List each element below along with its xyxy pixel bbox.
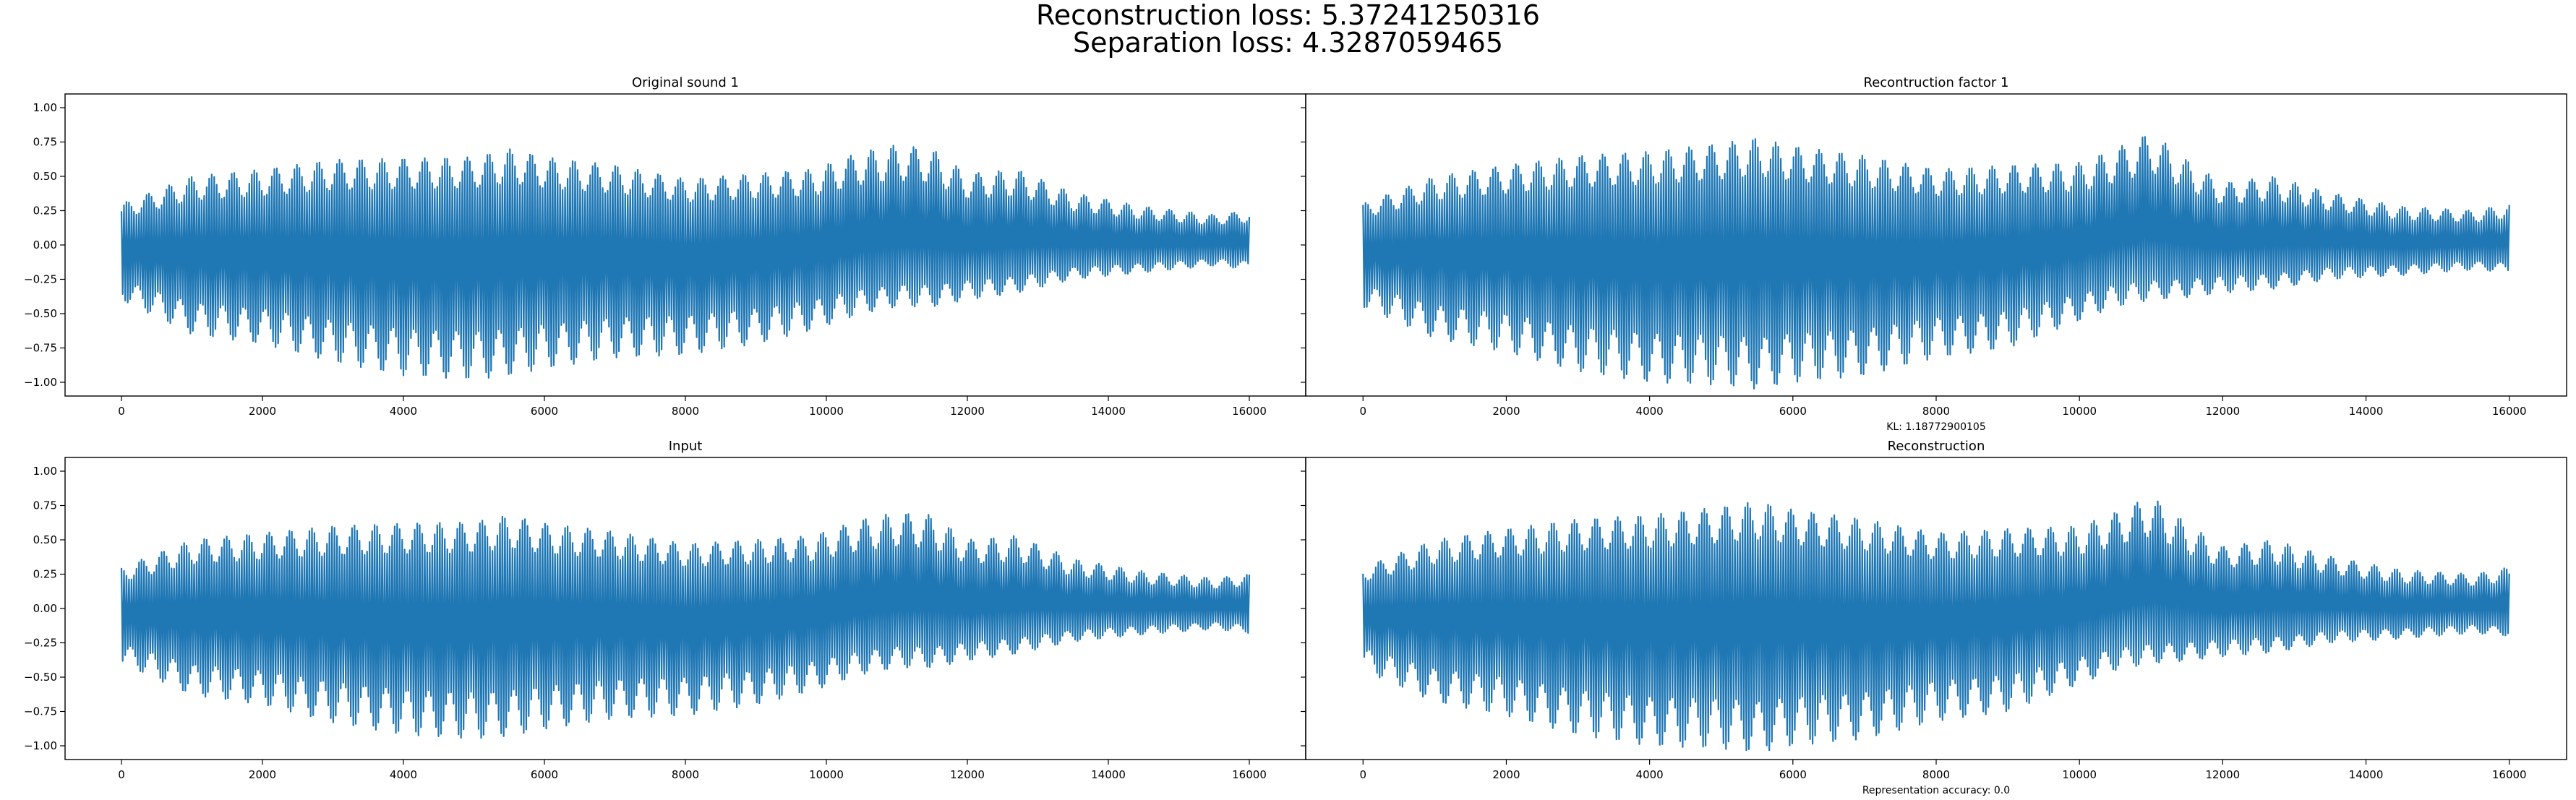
- y-tick-label: 0.00: [33, 602, 57, 615]
- x-tick-label: 0: [118, 768, 125, 781]
- x-tick-label: 8000: [672, 768, 699, 781]
- x-tick-label: 12000: [2206, 768, 2241, 781]
- x-tick-label: 14000: [1091, 768, 1126, 781]
- x-tick-label: 16000: [2492, 405, 2527, 418]
- y-tick-label: −0.50: [24, 307, 57, 320]
- x-axis-label: Representation accuracy: 0.0: [1862, 785, 2010, 796]
- y-tick-label: 1.00: [33, 465, 57, 478]
- x-tick-label: 0: [1359, 768, 1366, 781]
- subplot-2: 0 2000 4000 6000 8000 10000 12000 14000 16000 Rec…: [1301, 75, 2567, 433]
- subplot-3: 0 2000 4000 6000 8000 10000 12000 14000 16000 −1.…: [24, 439, 1306, 781]
- x-tick-label: 10000: [2062, 405, 2097, 418]
- x-tick-label: 2000: [1492, 405, 1520, 418]
- x-tick-label: 10000: [2062, 768, 2097, 781]
- y-tick-label: −0.75: [24, 342, 57, 355]
- waveform-series-line: [120, 513, 1251, 739]
- suptitle-line-1: Reconstruction loss: 5.37241250316: [1036, 0, 1540, 31]
- x-tick-label: 0: [118, 405, 125, 418]
- x-tick-label: 4000: [1636, 405, 1664, 418]
- x-tick-label: 6000: [1779, 768, 1807, 781]
- x-tick-label: 4000: [390, 768, 417, 781]
- x-tick-label: 4000: [390, 405, 417, 418]
- x-tick-label: 8000: [672, 405, 699, 418]
- x-tick-label: 2000: [249, 768, 276, 781]
- y-tick-label: 0.75: [33, 499, 57, 512]
- waveform-series-line: [1362, 500, 2510, 752]
- x-tick-label: 14000: [2349, 405, 2384, 418]
- subplot-title: Recontruction factor 1: [1864, 75, 2009, 90]
- subplot-4: 0 2000 4000 6000 8000 10000 12000 14000 16000 Rec…: [1301, 439, 2567, 796]
- y-tick-label: 1.00: [33, 101, 57, 114]
- subplot-title: Input: [669, 439, 703, 454]
- x-tick-label: 6000: [531, 768, 558, 781]
- x-tick-label: 14000: [1091, 405, 1126, 418]
- x-tick-label: 6000: [531, 405, 558, 418]
- x-tick-label: 8000: [1922, 768, 1950, 781]
- x-tick-label: 10000: [809, 405, 844, 418]
- y-tick-label: 0.25: [33, 205, 57, 218]
- x-tick-label: 8000: [1922, 405, 1950, 418]
- y-tick-label: −0.25: [24, 273, 57, 286]
- subplot-title: Reconstruction: [1888, 439, 1985, 454]
- subplot-title: Original sound 1: [632, 75, 739, 90]
- x-tick-label: 14000: [2349, 768, 2384, 781]
- y-tick-label: 0.00: [33, 238, 57, 251]
- y-tick-label: 0.75: [33, 136, 57, 149]
- x-tick-label: 16000: [1232, 768, 1267, 781]
- x-tick-label: 2000: [1492, 768, 1520, 781]
- y-tick-label: −0.50: [24, 671, 57, 684]
- y-tick-label: −0.25: [24, 637, 57, 650]
- x-tick-label: 16000: [2492, 768, 2527, 781]
- y-tick-label: 0.50: [33, 170, 57, 183]
- x-tick-label: 12000: [950, 768, 985, 781]
- x-tick-label: 6000: [1779, 405, 1807, 418]
- x-tick-label: 10000: [809, 768, 844, 781]
- suptitle-line-2: Separation loss: 4.3287059465: [1073, 27, 1503, 59]
- x-axis-label: KL: 1.18772900105: [1886, 421, 1985, 433]
- y-tick-label: 0.50: [33, 533, 57, 546]
- subplot-1: 0 2000 4000 6000 8000 10000 12000 14000 16000 −1.…: [24, 75, 1306, 418]
- y-tick-label: −1.00: [24, 739, 57, 752]
- y-tick-label: −1.00: [24, 376, 57, 389]
- x-tick-label: 16000: [1232, 405, 1267, 418]
- waveform-series-line: [1362, 136, 2510, 390]
- x-tick-label: 12000: [2206, 405, 2241, 418]
- y-tick-label: −0.75: [24, 705, 57, 718]
- figure-suptitle: Reconstruction loss: 5.37241250316 Separ…: [0, 1, 2576, 56]
- x-tick-label: 4000: [1636, 768, 1664, 781]
- x-tick-label: 0: [1359, 405, 1366, 418]
- waveform-series-line: [120, 145, 1251, 379]
- y-tick-label: 0.25: [33, 568, 57, 581]
- x-tick-label: 2000: [249, 405, 276, 418]
- x-tick-label: 12000: [950, 405, 985, 418]
